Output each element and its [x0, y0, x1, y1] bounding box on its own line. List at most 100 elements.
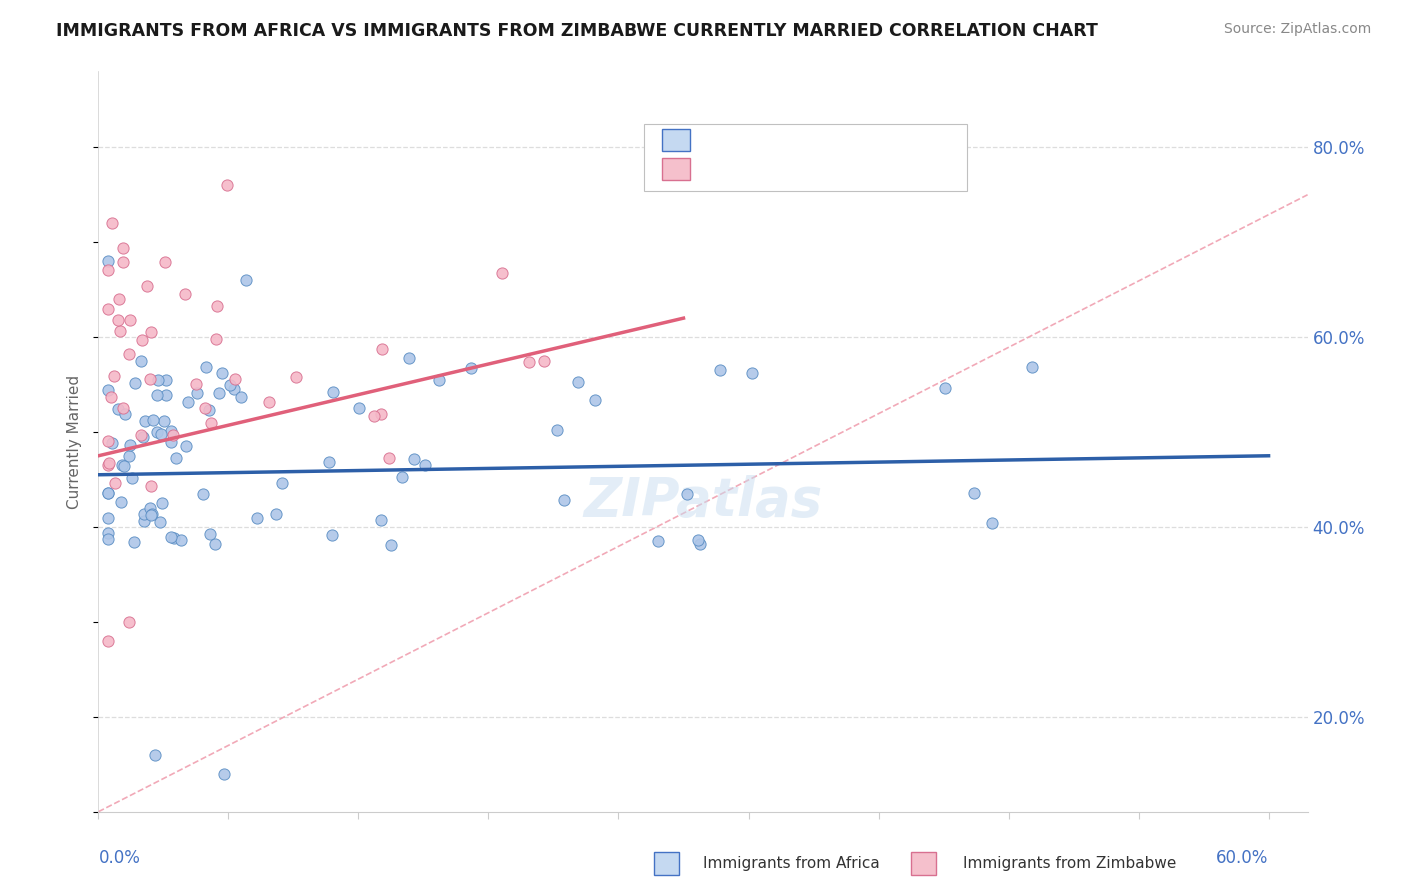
Point — [224, 372, 246, 386]
Point — [208, 385, 231, 400]
Point — [136, 278, 159, 293]
Point — [186, 385, 208, 400]
Point — [124, 376, 146, 391]
Point — [370, 513, 392, 527]
Point — [100, 390, 122, 404]
Point — [211, 367, 233, 381]
Text: ZIPatlas: ZIPatlas — [583, 475, 823, 527]
Point — [517, 355, 540, 369]
Point — [131, 333, 153, 347]
Point — [491, 266, 513, 280]
Point — [97, 383, 120, 397]
Point — [184, 377, 207, 392]
Point — [165, 450, 187, 465]
Point — [97, 434, 120, 448]
Point — [132, 514, 155, 528]
Point — [427, 373, 450, 387]
Y-axis label: Currently Married: Currently Married — [67, 375, 83, 508]
Point — [129, 354, 152, 368]
Point — [139, 501, 162, 516]
Point — [174, 439, 197, 453]
Point — [391, 470, 413, 484]
Point — [583, 392, 606, 407]
Point — [402, 451, 425, 466]
Point — [205, 332, 228, 346]
Point — [108, 292, 131, 306]
Point — [121, 471, 143, 485]
Point — [143, 747, 166, 762]
Point — [934, 381, 956, 395]
Point — [101, 216, 124, 230]
Point — [741, 366, 763, 380]
Point — [97, 485, 120, 500]
Point — [567, 375, 589, 389]
Point — [264, 507, 287, 521]
Point — [231, 391, 253, 405]
Point — [271, 476, 294, 491]
Point — [285, 370, 308, 384]
Point — [155, 387, 177, 401]
Point — [146, 387, 169, 401]
Point — [160, 531, 183, 545]
Point — [163, 531, 186, 545]
Point — [159, 434, 181, 449]
Point — [97, 525, 120, 540]
Point — [173, 286, 195, 301]
Point — [97, 254, 120, 268]
Point — [103, 368, 125, 383]
Point — [112, 401, 135, 415]
Point — [318, 455, 340, 469]
Point — [460, 360, 482, 375]
Point — [124, 534, 146, 549]
Point — [97, 486, 120, 500]
Point — [149, 515, 172, 529]
Text: Immigrants from Africa: Immigrants from Africa — [703, 856, 880, 871]
Point — [139, 325, 162, 339]
Point — [246, 511, 269, 525]
Point — [200, 416, 222, 430]
Point — [112, 459, 135, 474]
Point — [322, 384, 344, 399]
Point — [97, 633, 120, 648]
Point — [110, 495, 132, 509]
Point — [675, 487, 697, 501]
Point — [110, 324, 132, 338]
Point — [1021, 360, 1043, 375]
Text: R =  0.182    N = 44: R = 0.182 N = 44 — [699, 160, 866, 178]
Point — [148, 372, 170, 386]
Point — [380, 538, 402, 552]
Point — [132, 507, 155, 521]
Point — [689, 537, 711, 551]
Point — [212, 766, 235, 780]
Point — [177, 394, 200, 409]
Point — [97, 456, 120, 470]
Point — [112, 242, 135, 256]
Text: R = 0.035    N = 87: R = 0.035 N = 87 — [699, 131, 860, 149]
Point — [204, 537, 226, 551]
Text: Source: ZipAtlas.com: Source: ZipAtlas.com — [1223, 22, 1371, 37]
Point — [709, 363, 731, 377]
Point — [139, 508, 162, 522]
Point — [111, 458, 134, 472]
Point — [139, 372, 162, 386]
Point — [398, 351, 420, 365]
Point — [321, 528, 343, 542]
Point — [155, 373, 177, 387]
Point — [194, 401, 217, 415]
Text: 60.0%: 60.0% — [1216, 849, 1268, 867]
Point — [533, 353, 555, 368]
Text: IMMIGRANTS FROM AFRICA VS IMMIGRANTS FROM ZIMBABWE CURRENTLY MARRIED CORRELATION: IMMIGRANTS FROM AFRICA VS IMMIGRANTS FRO… — [56, 22, 1098, 40]
Point — [97, 302, 120, 317]
Text: Immigrants from Zimbabwe: Immigrants from Zimbabwe — [963, 856, 1177, 871]
Point — [195, 360, 218, 375]
Point — [118, 449, 141, 463]
Point — [159, 424, 181, 438]
Text: 0.0%: 0.0% — [98, 849, 141, 867]
Point — [149, 426, 172, 441]
Point — [162, 427, 184, 442]
Point — [546, 423, 568, 437]
Point — [205, 299, 228, 313]
Point — [198, 402, 221, 417]
Point — [219, 378, 242, 392]
Point — [118, 347, 141, 361]
